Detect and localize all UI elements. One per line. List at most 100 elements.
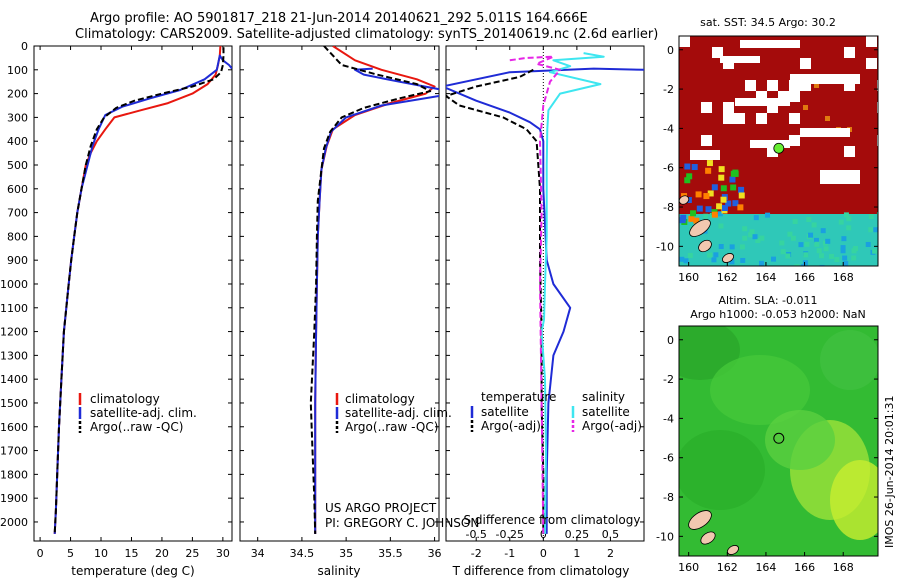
sst-cool-cell [851,248,857,254]
depth-tick-label: 1300 [0,349,28,362]
sst-cool-cell [759,235,765,241]
map-x-tick-label: 162 [717,561,738,574]
t-difference-x-axis: -2 -1 0 1 2 [471,46,614,560]
sst-coastal-cell [707,190,714,197]
sst-cool-cell [794,264,800,266]
sst-cloud-cell [844,146,855,157]
sst-coastal-cell [688,215,695,222]
sst-cool-cell [790,235,796,241]
sst-cool-cell [868,227,874,233]
sst-cool-cell [748,232,754,238]
map-x-tick-label: 166 [794,561,815,574]
sst-coastal-cell [732,170,739,177]
sst-cool-cell [840,248,846,254]
island [727,545,739,555]
sst-cool-cell [825,238,831,244]
sst-cloud-cell [734,113,745,124]
sst-cloud-cell [877,135,878,146]
sst-cloud-cell [800,58,811,69]
legend-climatology: climatology [90,392,160,406]
sst-map-frame [678,35,879,267]
sst-coastal-cell [706,160,713,167]
x-tick-label: 2 [607,547,614,560]
salinity-xlabel: salinity [317,564,360,578]
float-marker [773,142,785,154]
sst-cloud-cell [789,91,800,102]
map-x-tick-label: 164 [755,271,776,284]
header-line2: Climatology: CARS2009. Satellite-adjuste… [75,27,658,42]
sst-cool-cell [707,252,713,258]
sst-coastal-cell [720,196,727,203]
sst-cloud-band [740,40,800,48]
sst-cloud-cell [712,47,723,58]
depth-tick-label: 600 [7,183,28,196]
sst-cool-cell [840,245,846,251]
sst-cool-cell [687,253,693,259]
legend-satellite: satellite-adj. clim. [345,406,452,420]
sst-cool-cell [752,234,758,240]
sla-anomaly [820,330,878,390]
depth-tick-label: 300 [7,111,28,124]
map-y-tick-label: -4 [663,412,674,425]
sst-cool-cell [729,259,735,265]
map-y-tick-label: -6 [663,452,674,465]
sst-cool-cell [771,256,777,262]
s-tick-label: -0.25 [496,528,524,541]
sst-cool-cell [846,216,852,222]
sst-cloud-band [800,128,850,137]
series-salinity-satellite [540,52,605,534]
x-tick-label: 10 [94,547,108,560]
sst-cloud-cell [701,102,712,113]
sst-cool-cell [742,226,748,232]
sst-cloud-cell [866,36,877,47]
depth-tick-label: 2000 [0,516,28,529]
legend-sal-satellite: satellite [582,405,630,419]
sst-cool-cell [802,260,808,266]
depth-tick-label: 1200 [0,326,28,339]
sla-map [679,326,878,556]
sst-cool-cell [820,228,826,234]
sst-cool-cell [679,256,685,262]
sst-cool-cell [868,214,874,220]
map-y-tick-label: -8 [663,491,674,504]
x-tick-label: 36 [428,547,442,560]
sst-cool-cell [813,237,819,243]
sst-map-title: sat. SST: 34.5 Argo: 30.2 [700,16,836,29]
sst-cool-cell [808,232,814,238]
s-tick-label: 0 [540,528,547,541]
x-tick-label: 34 [251,547,265,560]
depth-tick-label: 100 [7,64,28,77]
map-x-tick-label: 160 [678,561,699,574]
temperature-panel [33,45,233,542]
sst-cool-cell [740,257,746,263]
sst-coastal-cell [738,186,745,193]
sst-cool-cell [717,211,723,217]
island [722,253,734,263]
sst-cool-cell [780,249,786,255]
x-tick-label: 0 [37,547,44,560]
sst-cool-cell [876,212,878,218]
sst-cloud-band [820,170,860,184]
x-tick-label: -1 [504,547,515,560]
sst-cool-cell [804,241,810,247]
sst-coastal-cell [718,174,725,181]
sst-cool-cell [718,244,724,250]
sst-cool-cell [834,257,840,263]
sst-cool-cell [843,212,849,218]
sst-map-axes: 160 162 164 166 168 0 -2 -4 -6 -8 -10 [656,44,878,284]
sst-cool-cell [755,237,761,243]
sst-map [679,36,878,266]
depth-tick-label: 1400 [0,373,28,386]
x-tick-label: 30 [216,547,230,560]
sst-cool-cell [798,242,804,248]
sst-coastal-cell [711,184,718,191]
s-tick-label: 0.25 [565,528,590,541]
sst-cool-cell [865,241,871,247]
map-y-tick-label: -2 [663,83,674,96]
project-pi: PI: GREGORY C. JOHNSON [325,516,479,530]
sst-cloud-cell [789,135,800,146]
depth-tick-label: 1800 [0,468,28,481]
x-tick-label: 1 [573,547,580,560]
sla-anomaly [765,410,835,470]
difference-legend: temperature satellite Argo(-adj) salinit… [470,390,642,433]
